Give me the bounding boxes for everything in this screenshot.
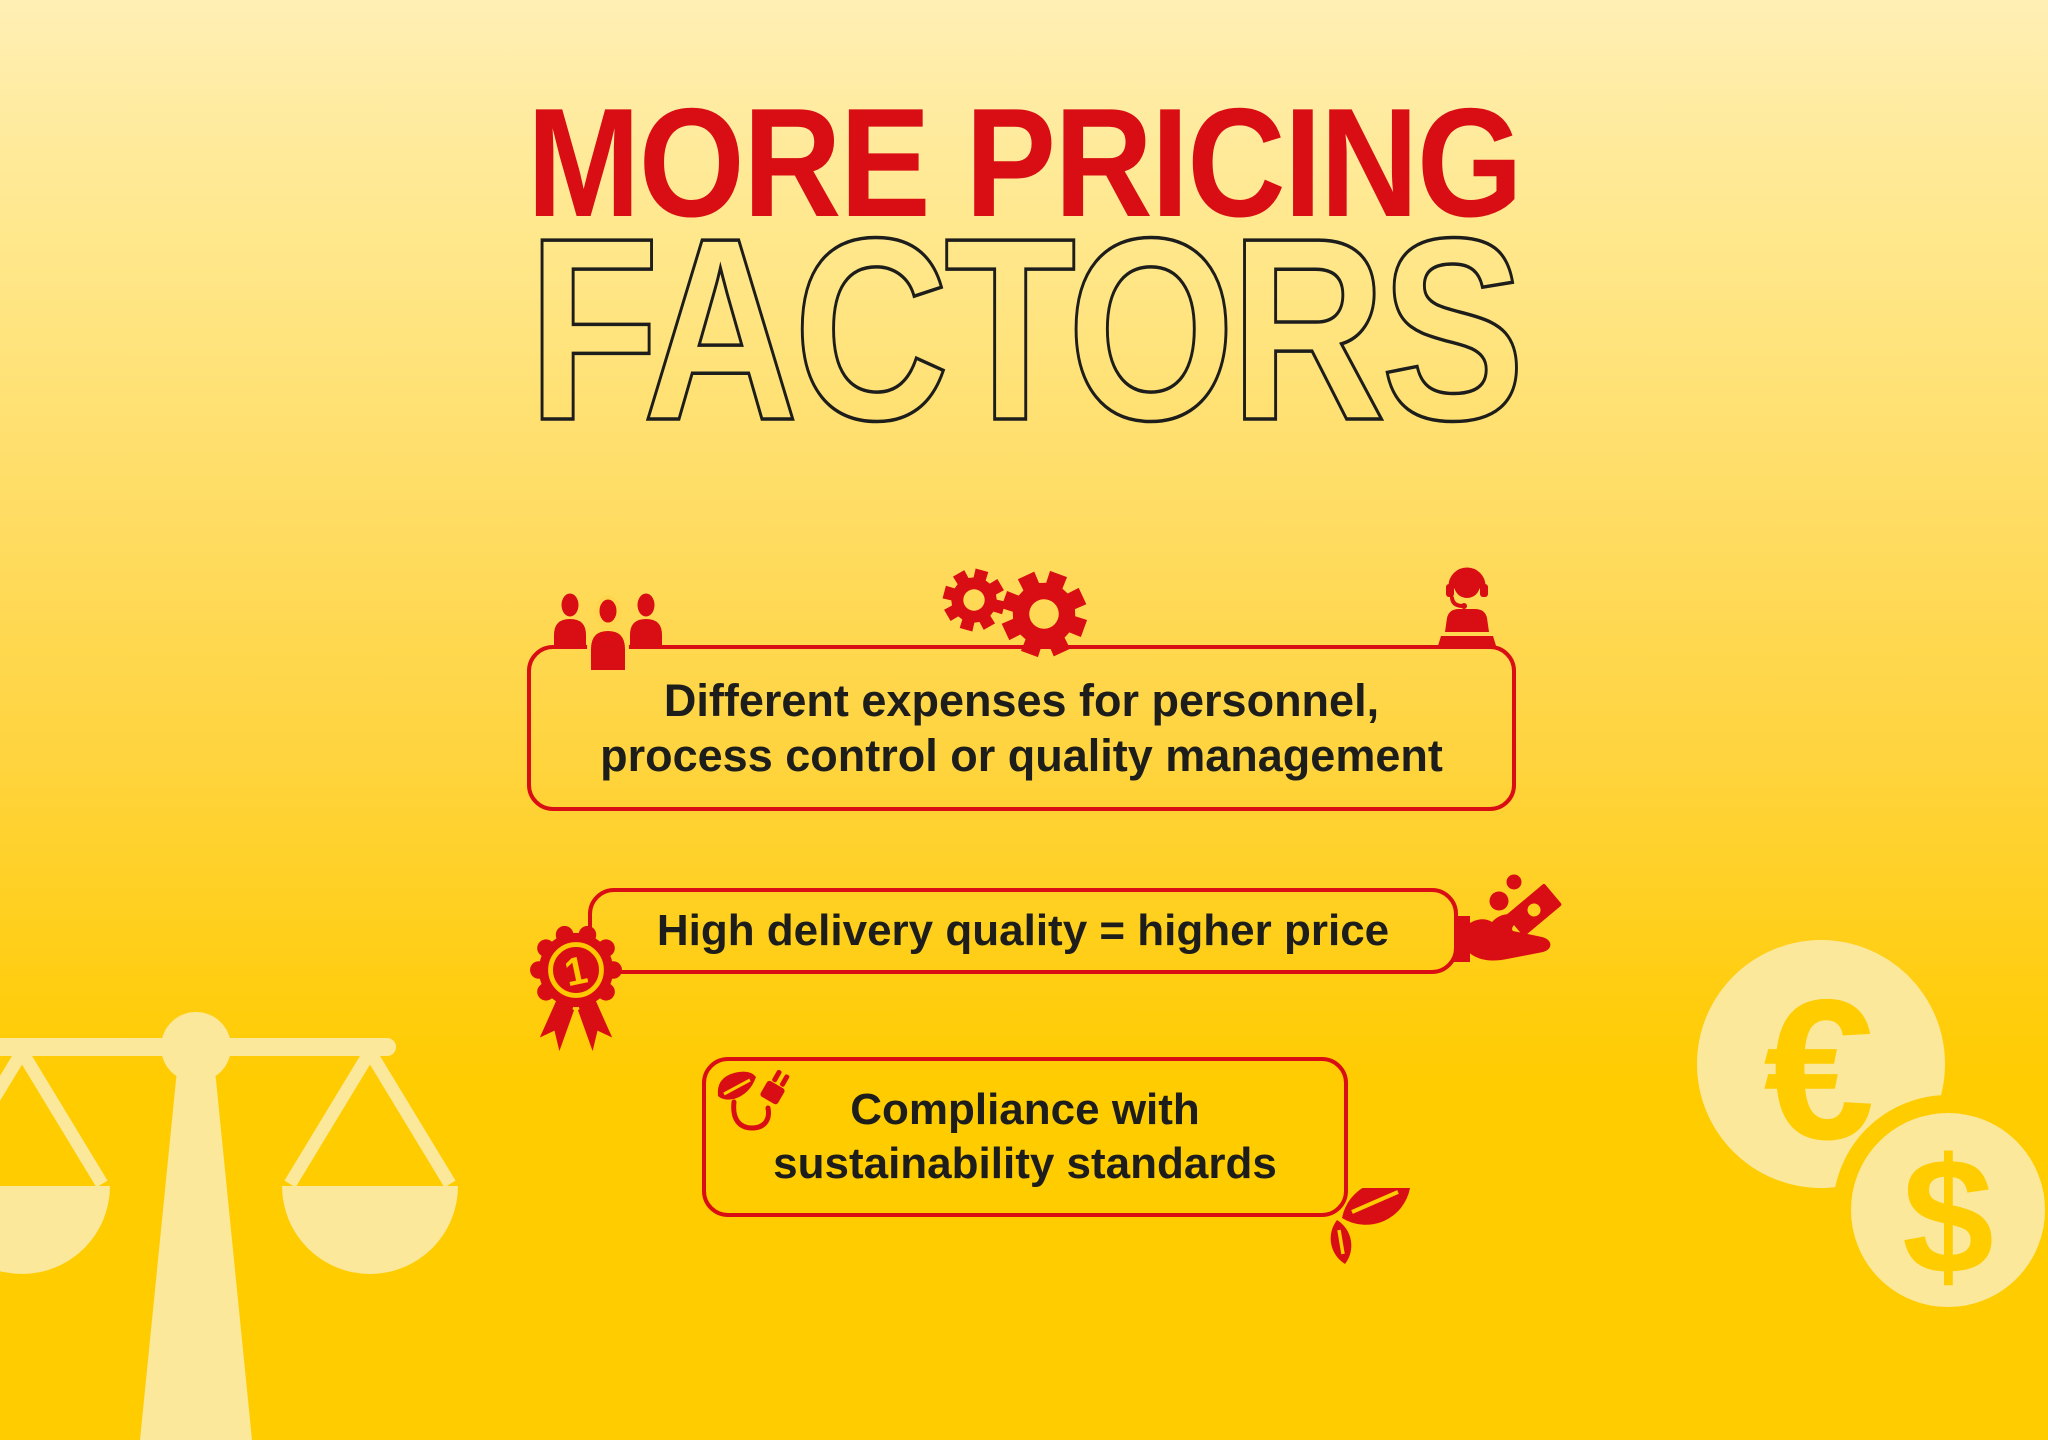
support-agent-icon [1432,558,1502,650]
eco-plug-icon [712,1064,804,1146]
factor-box-quality: High delivery quality = higher price [588,888,1458,974]
people-group-icon [548,590,668,672]
factor-3-line-2: sustainability standards [773,1139,1277,1188]
first-place-medal-icon: 1 [527,926,625,1057]
currency-coins-graphic: € $ [1697,940,2048,1325]
factor-2-line-1: High delivery quality = higher price [656,906,1390,955]
page-title: MORE PRICING [0,85,2048,240]
factor-box-expenses: Different expenses for personnel, proces… [527,645,1516,811]
factor-1-line-2: process control or quality management [600,730,1443,781]
gears-icon [940,556,1090,662]
factor-1-line-1: Different expenses for personnel, [663,675,1380,726]
factor-3-line-1: Compliance with [850,1085,1200,1134]
leaves-icon [1312,1188,1422,1284]
page-subtitle-outline: FACTORS [0,185,2048,475]
factor-box-sustainability: Compliance with sustainability standards [702,1057,1348,1217]
dollar-coin: $ [1833,1095,2048,1325]
scales-of-justice-graphic [0,1012,458,1440]
dollar-symbol: $ [1902,1124,1994,1308]
money-in-hand-icon [1452,864,1567,968]
title-line-1: MORE PRICING [526,76,1523,249]
title-line-2: FACTORS [526,185,1526,475]
